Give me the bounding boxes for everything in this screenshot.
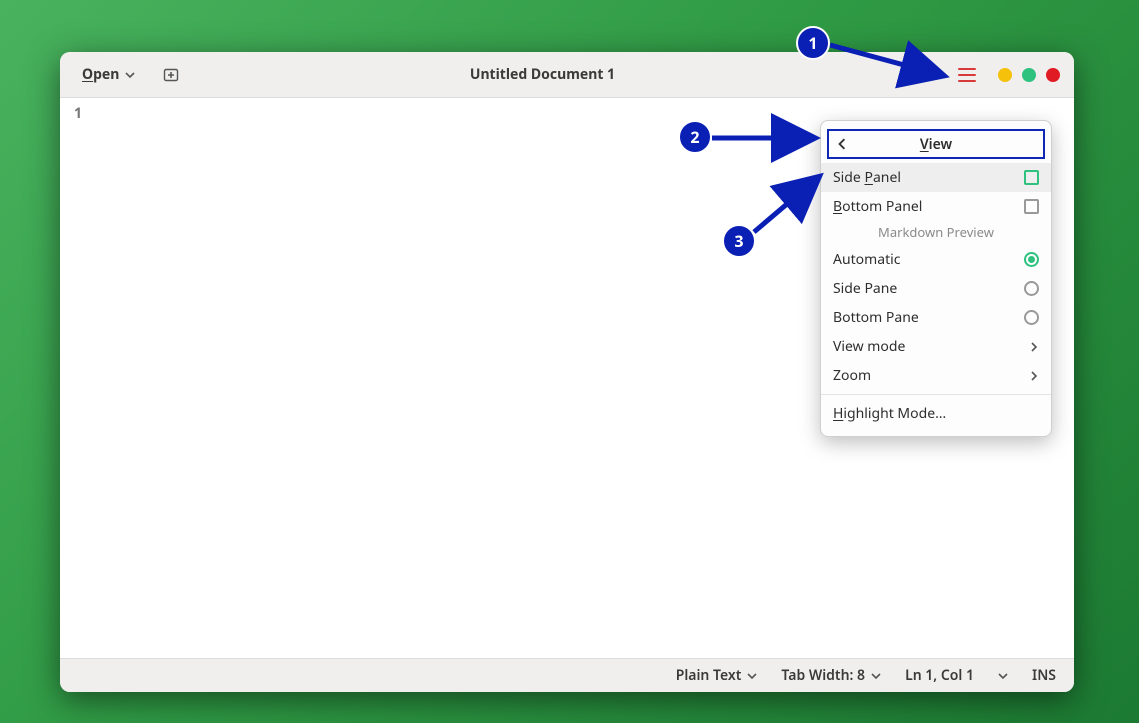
new-tab-button[interactable] (155, 63, 187, 87)
popover-title: View (829, 135, 1043, 154)
menu-item-automatic[interactable]: Automatic (821, 245, 1051, 274)
highlight-mode-label: Highlight Mode… (833, 404, 1039, 423)
menu-separator (821, 394, 1051, 395)
bottom-pane-label: Bottom Pane (833, 308, 1024, 327)
side-pane-label: Side Pane (833, 279, 1024, 298)
insert-mode-label: INS (1032, 666, 1056, 685)
titlebar: Open Untitled Document 1 Save (60, 52, 1074, 98)
checkbox-icon (1024, 199, 1039, 214)
menu-item-zoom[interactable]: Zoom (821, 361, 1051, 390)
line-gutter: 1 (60, 98, 90, 658)
save-button[interactable]: Save (898, 61, 946, 88)
window-controls (998, 68, 1060, 82)
checkbox-icon (1024, 170, 1039, 185)
chevron-down-icon (998, 671, 1008, 681)
annotation-badge-2: 2 (678, 120, 712, 154)
chevron-down-icon (871, 671, 881, 681)
menu-item-highlight-mode[interactable]: Highlight Mode… (821, 399, 1051, 428)
zoom-label: Zoom (833, 366, 1029, 385)
tab-width-label: Tab Width: 8 (781, 666, 865, 685)
back-button[interactable] (835, 137, 849, 151)
chevron-down-icon (747, 671, 757, 681)
radio-icon (1024, 281, 1039, 296)
line-number: 1 (60, 104, 82, 123)
maximize-button[interactable] (1022, 68, 1036, 82)
close-button[interactable] (1046, 68, 1060, 82)
position-dropdown[interactable] (998, 671, 1008, 681)
radio-icon (1024, 252, 1039, 267)
automatic-label: Automatic (833, 250, 1024, 269)
annotation-badge-3: 3 (722, 224, 756, 258)
open-button[interactable]: Open (74, 61, 143, 88)
chevron-right-icon (1029, 342, 1039, 352)
open-mnemonic: O (82, 65, 93, 84)
save-label-rest: ave (913, 65, 938, 84)
syntax-label: Plain Text (676, 666, 742, 685)
bottom-panel-label: Bottom Panel (833, 197, 1024, 216)
view-mode-label: View mode (833, 337, 1029, 356)
minimize-button[interactable] (998, 68, 1012, 82)
window-title: Untitled Document 1 (197, 65, 887, 84)
menu-item-side-panel[interactable]: Side Panel (821, 163, 1051, 192)
syntax-selector[interactable]: Plain Text (676, 666, 758, 685)
chevron-down-icon (125, 70, 135, 80)
view-mnemonic: V (920, 135, 929, 154)
menu-item-side-pane[interactable]: Side Pane (821, 274, 1051, 303)
insert-mode[interactable]: INS (1032, 666, 1056, 685)
popover-header[interactable]: View (827, 129, 1045, 159)
cursor-position-label: Ln 1, Col 1 (905, 666, 974, 685)
chevron-right-icon (1029, 371, 1039, 381)
radio-icon (1024, 310, 1039, 325)
menu-item-bottom-pane[interactable]: Bottom Pane (821, 303, 1051, 332)
view-popover: View Side Panel Bottom Panel Markdown Pr… (820, 120, 1052, 437)
cursor-position[interactable]: Ln 1, Col 1 (905, 666, 974, 685)
tab-width-selector[interactable]: Tab Width: 8 (781, 666, 881, 685)
menu-item-bottom-panel[interactable]: Bottom Panel (821, 192, 1051, 221)
status-bar: Plain Text Tab Width: 8 Ln 1, Col 1 INS (60, 658, 1074, 692)
hamburger-menu-icon[interactable] (958, 68, 976, 82)
side-panel-label: Side Panel (833, 168, 1024, 187)
section-markdown-preview: Markdown Preview (821, 221, 1051, 245)
open-label-rest: pen (93, 65, 119, 84)
annotation-badge-1: 1 (796, 26, 830, 60)
new-tab-icon (163, 67, 179, 83)
menu-item-view-mode[interactable]: View mode (821, 332, 1051, 361)
